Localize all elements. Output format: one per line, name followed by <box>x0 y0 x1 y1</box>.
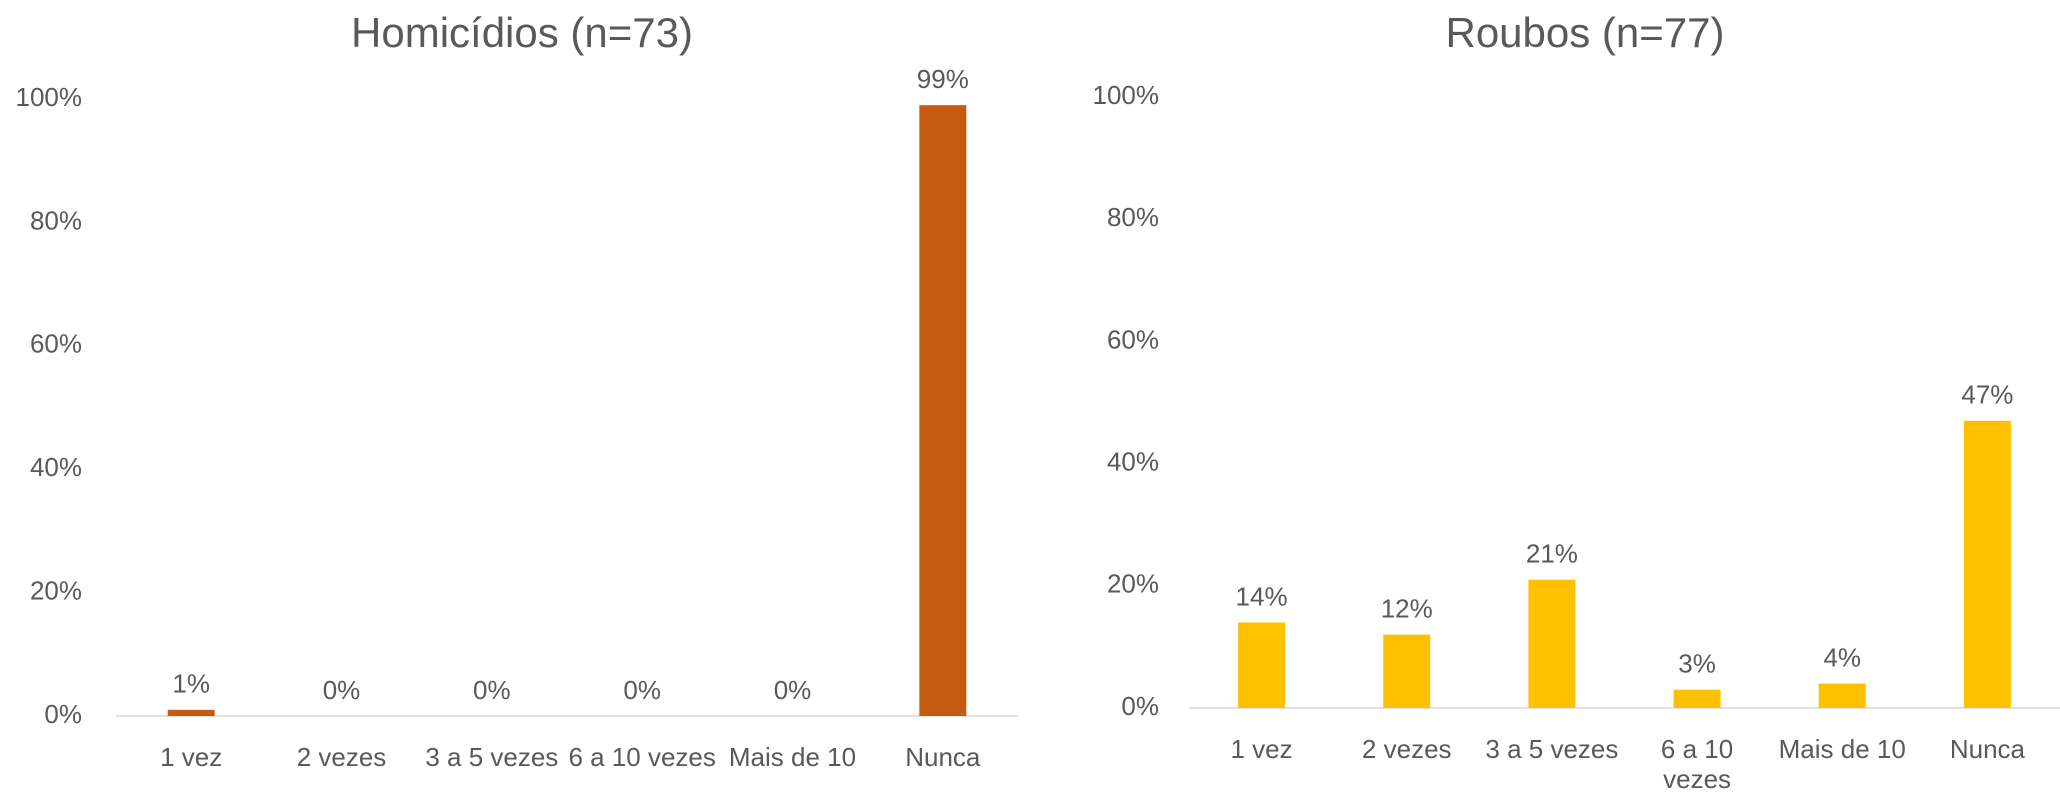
y-tick-label: 80% <box>1107 202 1159 232</box>
x-tick-label: 2 vezes <box>1361 734 1452 764</box>
data-label: 21% <box>1526 539 1578 569</box>
bar <box>1238 622 1286 708</box>
y-tick-label: 100% <box>16 82 83 112</box>
x-tick-label: 3 a 5 vezes <box>1485 734 1619 764</box>
x-tick-label: 1 vez <box>1230 734 1293 764</box>
x-tick-label: 6 a 10 vezes <box>1660 734 1734 794</box>
x-tick-label: Nunca <box>1949 734 2025 764</box>
data-label: 0% <box>473 675 511 705</box>
data-label: 1% <box>172 669 210 699</box>
bar <box>1963 420 2011 708</box>
x-tick-label: Mais de 10 <box>1778 734 1906 764</box>
data-label: 0% <box>774 675 812 705</box>
x-tick-label: 2 vezes <box>296 742 387 772</box>
data-label: 12% <box>1381 594 1433 624</box>
chart-title: Homicídios (n=73) <box>351 9 693 56</box>
data-label: 0% <box>623 675 661 705</box>
x-tick-label: Mais de 10 <box>728 742 857 772</box>
bar <box>1383 634 1431 708</box>
y-tick-label: 20% <box>1107 569 1159 599</box>
x-tick-label: 1 vez <box>160 742 223 772</box>
bar <box>919 105 967 717</box>
y-tick-label: 60% <box>1107 324 1159 354</box>
data-label: 4% <box>1823 642 1861 672</box>
y-tick-label: 60% <box>30 329 82 359</box>
data-label: 47% <box>1961 380 2013 410</box>
bar <box>1673 689 1721 708</box>
data-label: 3% <box>1678 649 1716 679</box>
bar <box>167 709 215 716</box>
x-tick-label: 6 a 10 vezes <box>568 742 716 772</box>
y-tick-label: 100% <box>1093 80 1160 110</box>
data-label: 14% <box>1236 581 1288 611</box>
x-tick-label: 3 a 5 vezes <box>425 742 559 772</box>
data-label: 99% <box>917 64 969 94</box>
y-tick-label: 80% <box>30 205 82 235</box>
bar <box>1818 683 1866 708</box>
y-tick-label: 40% <box>1107 446 1159 476</box>
y-tick-label: 0% <box>1121 691 1159 721</box>
y-tick-label: 20% <box>30 575 82 605</box>
chart-title: Roubos (n=77) <box>1445 9 1724 56</box>
y-tick-label: 40% <box>30 452 82 482</box>
y-tick-label: 0% <box>44 699 82 729</box>
bar <box>1528 579 1576 708</box>
x-tick-label: Nunca <box>905 742 981 772</box>
data-label: 0% <box>323 675 361 705</box>
